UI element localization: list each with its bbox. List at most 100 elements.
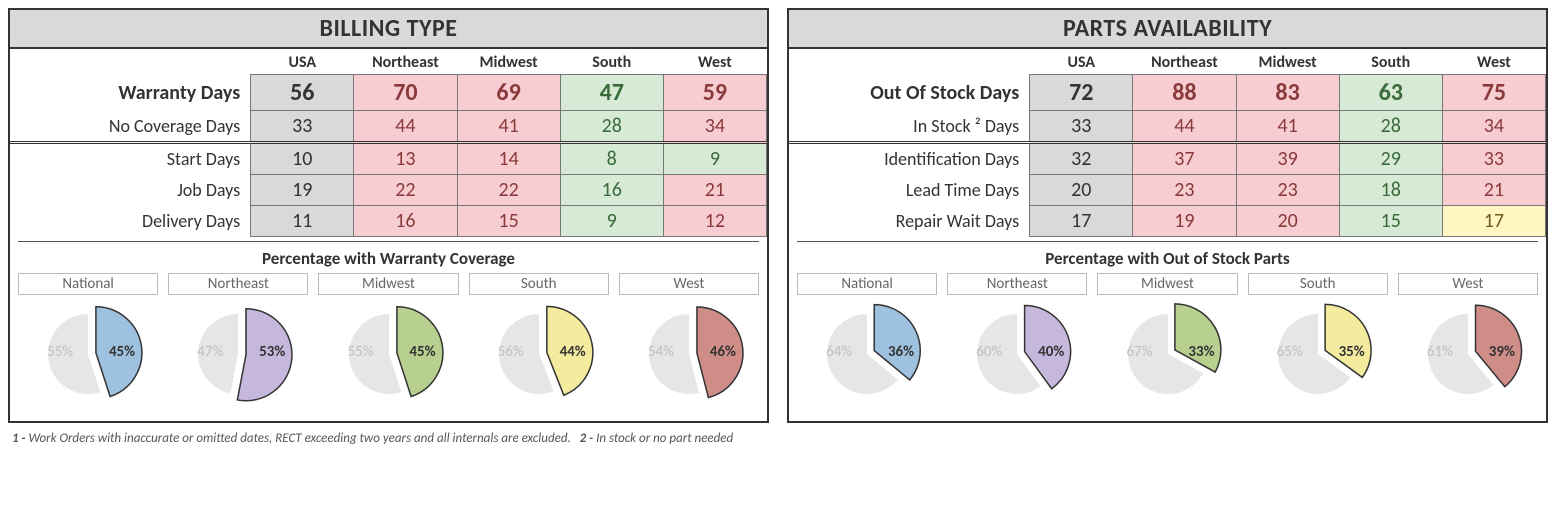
- data-cell: 70: [354, 75, 457, 111]
- pie-unit: National 55% 45%: [18, 273, 158, 409]
- data-cell: 44: [354, 111, 457, 143]
- pie-label: Northeast: [168, 273, 308, 295]
- data-cell: 23: [1236, 175, 1339, 206]
- column-header: West: [663, 49, 766, 75]
- pie-chart: 65%35%: [1263, 299, 1373, 409]
- panel-1: PARTS AVAILABILITYUSANortheastMidwestSou…: [787, 8, 1548, 423]
- pie-unit: Midwest 55%45%: [318, 273, 458, 409]
- column-header: Midwest: [457, 49, 560, 75]
- data-cell: 59: [663, 75, 766, 111]
- pie-chart: 47%53%: [183, 299, 293, 409]
- row-label: Repair Wait Days: [789, 206, 1030, 237]
- data-cell: 28: [1339, 111, 1442, 143]
- pie-main-pct: 45%: [109, 343, 135, 361]
- data-cell: 20: [1030, 175, 1133, 206]
- row-label: Out Of Stock Days: [789, 75, 1030, 111]
- data-cell: 17: [1442, 206, 1545, 237]
- pie-main-pct: 33%: [1188, 343, 1214, 361]
- pie-label: Northeast: [947, 273, 1087, 295]
- pie-main-pct: 35%: [1339, 343, 1365, 361]
- chart-block: Percentage with Warranty CoverageNationa…: [10, 237, 767, 421]
- pie-label: West: [1398, 273, 1538, 295]
- data-cell: 13: [354, 143, 457, 175]
- data-cell: 32: [1030, 143, 1133, 175]
- data-table: USANortheastMidwestSouthWestOut Of Stock…: [789, 49, 1546, 237]
- pie-unit: Northeast 60% 40%: [947, 273, 1087, 409]
- data-cell: 15: [457, 206, 560, 237]
- row-label: Job Days: [10, 175, 251, 206]
- data-cell: 88: [1133, 75, 1236, 111]
- data-cell: 44: [1133, 111, 1236, 143]
- chart-title: Percentage with Out of Stock Parts: [797, 241, 1538, 273]
- data-cell: 14: [457, 143, 560, 175]
- column-header: USA: [251, 49, 354, 75]
- data-cell: 22: [354, 175, 457, 206]
- pie-main-pct: 53%: [259, 343, 285, 361]
- pie-chart: 67% 33%: [1113, 299, 1223, 409]
- pie-unit: Midwest 67% 33%: [1097, 273, 1237, 409]
- pie-rest-pct: 55%: [47, 343, 73, 361]
- pie-chart: 56% 44%: [484, 299, 594, 409]
- pie-label: South: [469, 273, 609, 295]
- data-cell: 21: [663, 175, 766, 206]
- pie-main-pct: 39%: [1489, 343, 1515, 361]
- pie-chart: 64%36%: [812, 299, 922, 409]
- pie-unit: South 65%35%: [1248, 273, 1388, 409]
- pie-main-pct: 36%: [888, 343, 914, 361]
- data-cell: 56: [251, 75, 354, 111]
- pie-unit: South 56% 44%: [469, 273, 609, 409]
- pie-label: Midwest: [1097, 273, 1237, 295]
- pie-label: South: [1248, 273, 1388, 295]
- data-cell: 11: [251, 206, 354, 237]
- data-cell: 10: [251, 143, 354, 175]
- column-header: USA: [1030, 49, 1133, 75]
- pie-rest-pct: 56%: [498, 343, 524, 361]
- data-cell: 21: [1442, 175, 1545, 206]
- data-cell: 9: [560, 206, 663, 237]
- row-label: In Stock ² Days: [789, 111, 1030, 143]
- data-cell: 19: [251, 175, 354, 206]
- column-header: Midwest: [1236, 49, 1339, 75]
- pie-main-pct: 40%: [1038, 343, 1064, 361]
- data-cell: 33: [251, 111, 354, 143]
- row-label: Start Days: [10, 143, 251, 175]
- pie-unit: Northeast 47%53%: [168, 273, 308, 409]
- data-cell: 16: [560, 175, 663, 206]
- data-cell: 29: [1339, 143, 1442, 175]
- pie-main-pct: 44%: [560, 343, 586, 361]
- pie-label: National: [797, 273, 937, 295]
- column-header: South: [560, 49, 663, 75]
- panel-title: BILLING TYPE: [10, 10, 767, 49]
- data-cell: 19: [1133, 206, 1236, 237]
- column-header: Northeast: [354, 49, 457, 75]
- data-cell: 18: [1339, 175, 1442, 206]
- pie-unit: West 54%46%: [619, 273, 759, 409]
- row-label: Warranty Days: [10, 75, 251, 111]
- pie-chart: 54%46%: [634, 299, 744, 409]
- data-cell: 34: [1442, 111, 1545, 143]
- data-cell: 72: [1030, 75, 1133, 111]
- panel-title: PARTS AVAILABILITY: [789, 10, 1546, 49]
- row-label: Lead Time Days: [789, 175, 1030, 206]
- pie-rest-pct: 67%: [1127, 343, 1153, 361]
- column-header: South: [1339, 49, 1442, 75]
- pie-rest-pct: 54%: [648, 343, 674, 361]
- pie-chart: 55%45%: [334, 299, 444, 409]
- data-cell: 41: [457, 111, 560, 143]
- pie-rest-pct: 60%: [976, 343, 1002, 361]
- data-cell: 75: [1442, 75, 1545, 111]
- data-cell: 33: [1030, 111, 1133, 143]
- row-label: Delivery Days: [10, 206, 251, 237]
- pie-unit: West 61%39%: [1398, 273, 1538, 409]
- data-cell: 39: [1236, 143, 1339, 175]
- pie-label: Midwest: [318, 273, 458, 295]
- row-label: No Coverage Days: [10, 111, 251, 143]
- data-cell: 37: [1133, 143, 1236, 175]
- data-cell: 34: [663, 111, 766, 143]
- data-cell: 12: [663, 206, 766, 237]
- data-cell: 16: [354, 206, 457, 237]
- pie-chart: 60% 40%: [962, 299, 1072, 409]
- pie-label: National: [18, 273, 158, 295]
- data-cell: 23: [1133, 175, 1236, 206]
- data-table: USANortheastMidwestSouthWest Warranty Day…: [10, 49, 767, 237]
